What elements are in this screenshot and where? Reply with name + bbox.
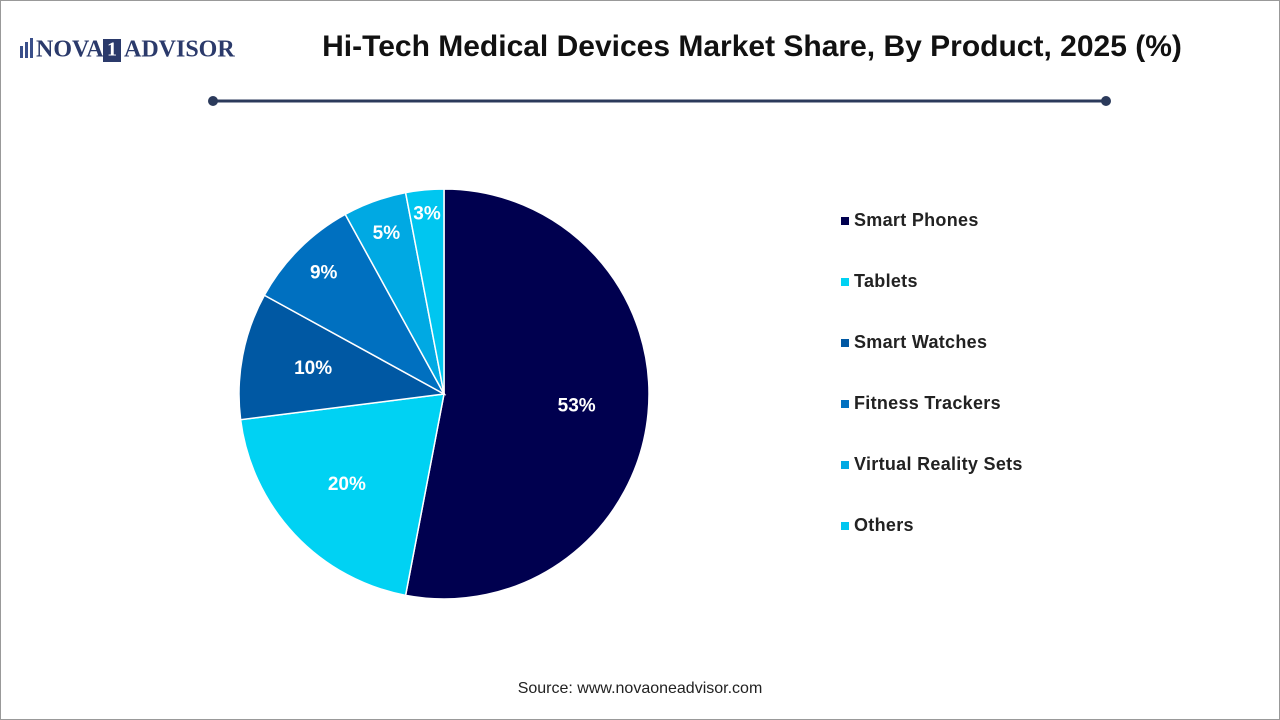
pie-slice [404,188,650,600]
legend-label: Fitness Trackers [854,393,1001,413]
value-label: 10% [294,358,332,379]
value-label: 20% [328,474,366,495]
source: Source: www.novaoneadvisor.com [518,680,763,697]
logo-text: 1 [107,39,117,61]
logo-bar [20,46,23,58]
legend-swatch [841,400,849,408]
legend-swatch [841,217,849,225]
legend-label: Others [854,515,914,535]
legend-swatch [841,278,849,286]
legend-swatch [841,461,849,469]
pie-slice [404,188,445,395]
logo: NOVA 1 ADVISOR [20,37,235,63]
legend-label: Virtual Reality Sets [854,454,1023,474]
logo-text: ADVISOR [124,37,235,63]
logo-text: NOVA [36,37,104,63]
legend-label: Smart Watches [854,332,987,352]
rule-dot [208,96,218,106]
logo-bar [30,38,33,58]
legend-label: Smart Phones [854,210,979,230]
chart-title: Hi-Tech Medical Devices Market Share, By… [322,30,1182,63]
pie-slice [263,213,446,396]
rule-dot [1101,96,1111,106]
logo-bar [25,42,28,58]
value-label: 5% [373,223,401,244]
pie-slice [238,294,447,421]
logo-box [103,39,121,62]
value-label: 53% [558,396,596,417]
legend-swatch [841,522,849,530]
legend-label: Tablets [854,271,918,291]
value-label: 3% [413,203,441,224]
value-label: 9% [310,263,338,284]
legend-swatch [841,339,849,347]
pie-slice [239,393,445,597]
